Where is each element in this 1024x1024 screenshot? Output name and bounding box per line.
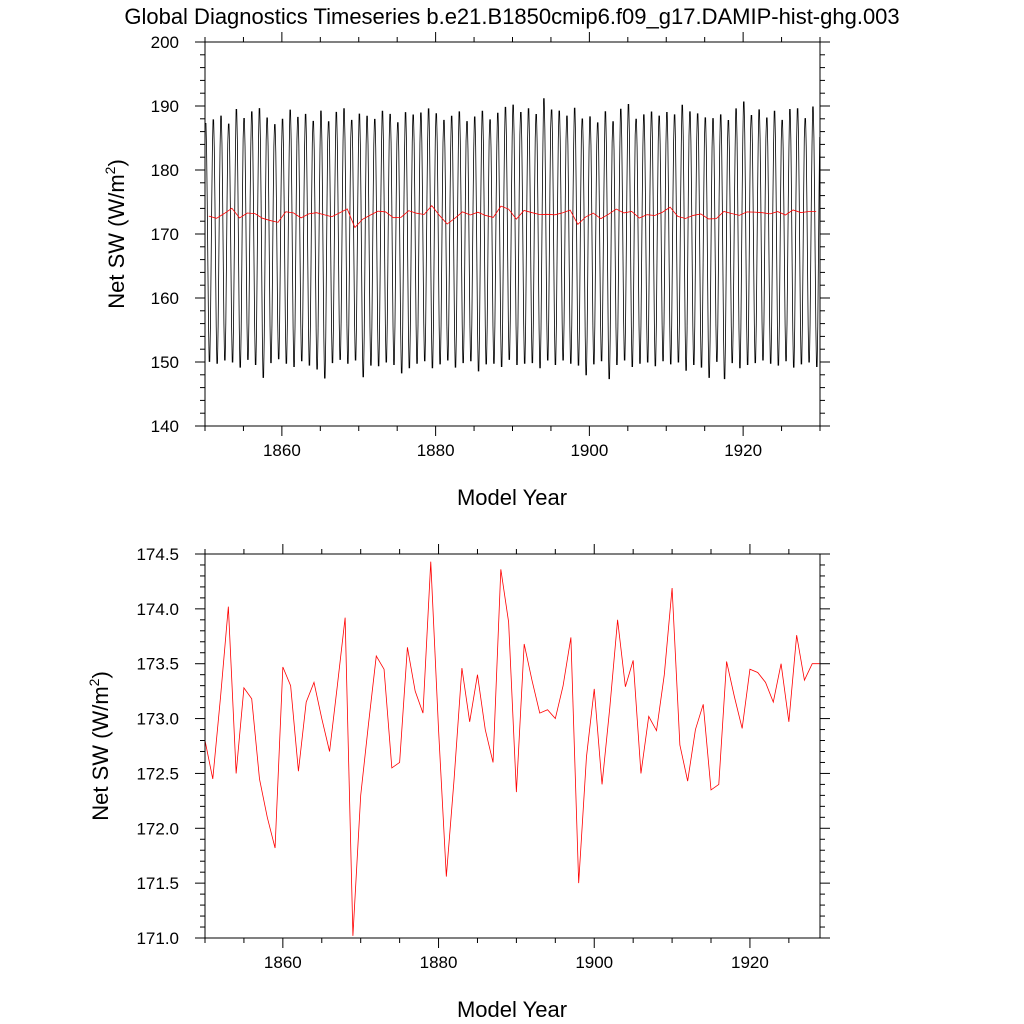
bottom-y-axis-label-close: ) xyxy=(88,671,113,678)
top-x-tick-label: 1880 xyxy=(417,441,455,460)
bottom-x-tick-label: 1880 xyxy=(420,953,458,972)
bottom-annual-mean-line xyxy=(204,561,820,936)
top-y-tick-label: 200 xyxy=(151,33,179,52)
top-y-tick-label: 180 xyxy=(151,161,179,180)
top-monthly-series-line xyxy=(205,98,821,380)
top-x-tick-label: 1920 xyxy=(724,441,762,460)
top-y-tick-label: 170 xyxy=(151,225,179,244)
top-y-tick-label: 140 xyxy=(151,417,179,436)
bottom-tick-labels: 1860 1880 1900 1920 171.0 171.5 172.0 172.5 173.… xyxy=(136,545,768,972)
top-y-axis-label-superscript: 2 xyxy=(102,166,118,174)
bottom-y-tick-label: 171.5 xyxy=(136,874,179,893)
top-y-tick-label: 190 xyxy=(151,97,179,116)
bottom-y-tick-label: 173.0 xyxy=(136,710,179,729)
top-x-tick-label: 1900 xyxy=(570,441,608,460)
top-y-tick-label: 160 xyxy=(151,289,179,308)
bottom-y-tick-label: 173.5 xyxy=(136,655,179,674)
bottom-panel: 1860 1880 1900 1920 171.0 171.5 172.0 172.5 173.… xyxy=(86,544,830,1022)
bottom-plot-marks xyxy=(204,561,820,936)
top-annual-mean-line xyxy=(208,205,817,229)
bottom-axis-ticks xyxy=(195,544,830,948)
top-y-tick-label: 150 xyxy=(151,353,179,372)
top-x-axis-label: Model Year xyxy=(457,485,567,510)
bottom-x-tick-label: 1860 xyxy=(264,953,302,972)
top-y-axis-label: Net SW (W/m2) xyxy=(102,159,129,309)
bottom-y-axis-label-superscript: 2 xyxy=(86,678,102,686)
bottom-x-tick-label: 1920 xyxy=(731,953,769,972)
bottom-y-axis-label-main: Net SW (W/m xyxy=(88,686,113,820)
top-panel: 1860 1880 1900 1920 140 150 160 170 180 190 200 Mo… xyxy=(102,32,830,510)
bottom-y-tick-label: 172.5 xyxy=(136,764,179,783)
top-tick-labels: 1860 1880 1900 1920 140 150 160 170 180 190 200 xyxy=(151,33,762,460)
figure-title: Global Diagnostics Timeseries b.e21.B185… xyxy=(124,4,899,29)
bottom-y-axis-label: Net SW (W/m2) xyxy=(86,671,113,821)
top-plot-frame xyxy=(204,41,821,427)
top-x-tick-label: 1860 xyxy=(263,441,301,460)
top-y-axis-label-main: Net SW (W/m xyxy=(104,174,129,308)
top-y-axis-label-close: ) xyxy=(104,159,129,166)
bottom-y-tick-label: 172.0 xyxy=(136,819,179,838)
bottom-y-tick-label: 171.0 xyxy=(136,929,179,948)
bottom-y-tick-label: 174.5 xyxy=(136,545,179,564)
bottom-x-axis-label: Model Year xyxy=(457,997,567,1022)
top-plot-marks xyxy=(205,98,821,380)
bottom-x-tick-label: 1900 xyxy=(575,953,613,972)
bottom-plot-frame xyxy=(204,553,821,939)
bottom-y-tick-label: 174.0 xyxy=(136,600,179,619)
top-axis-ticks xyxy=(195,32,830,436)
